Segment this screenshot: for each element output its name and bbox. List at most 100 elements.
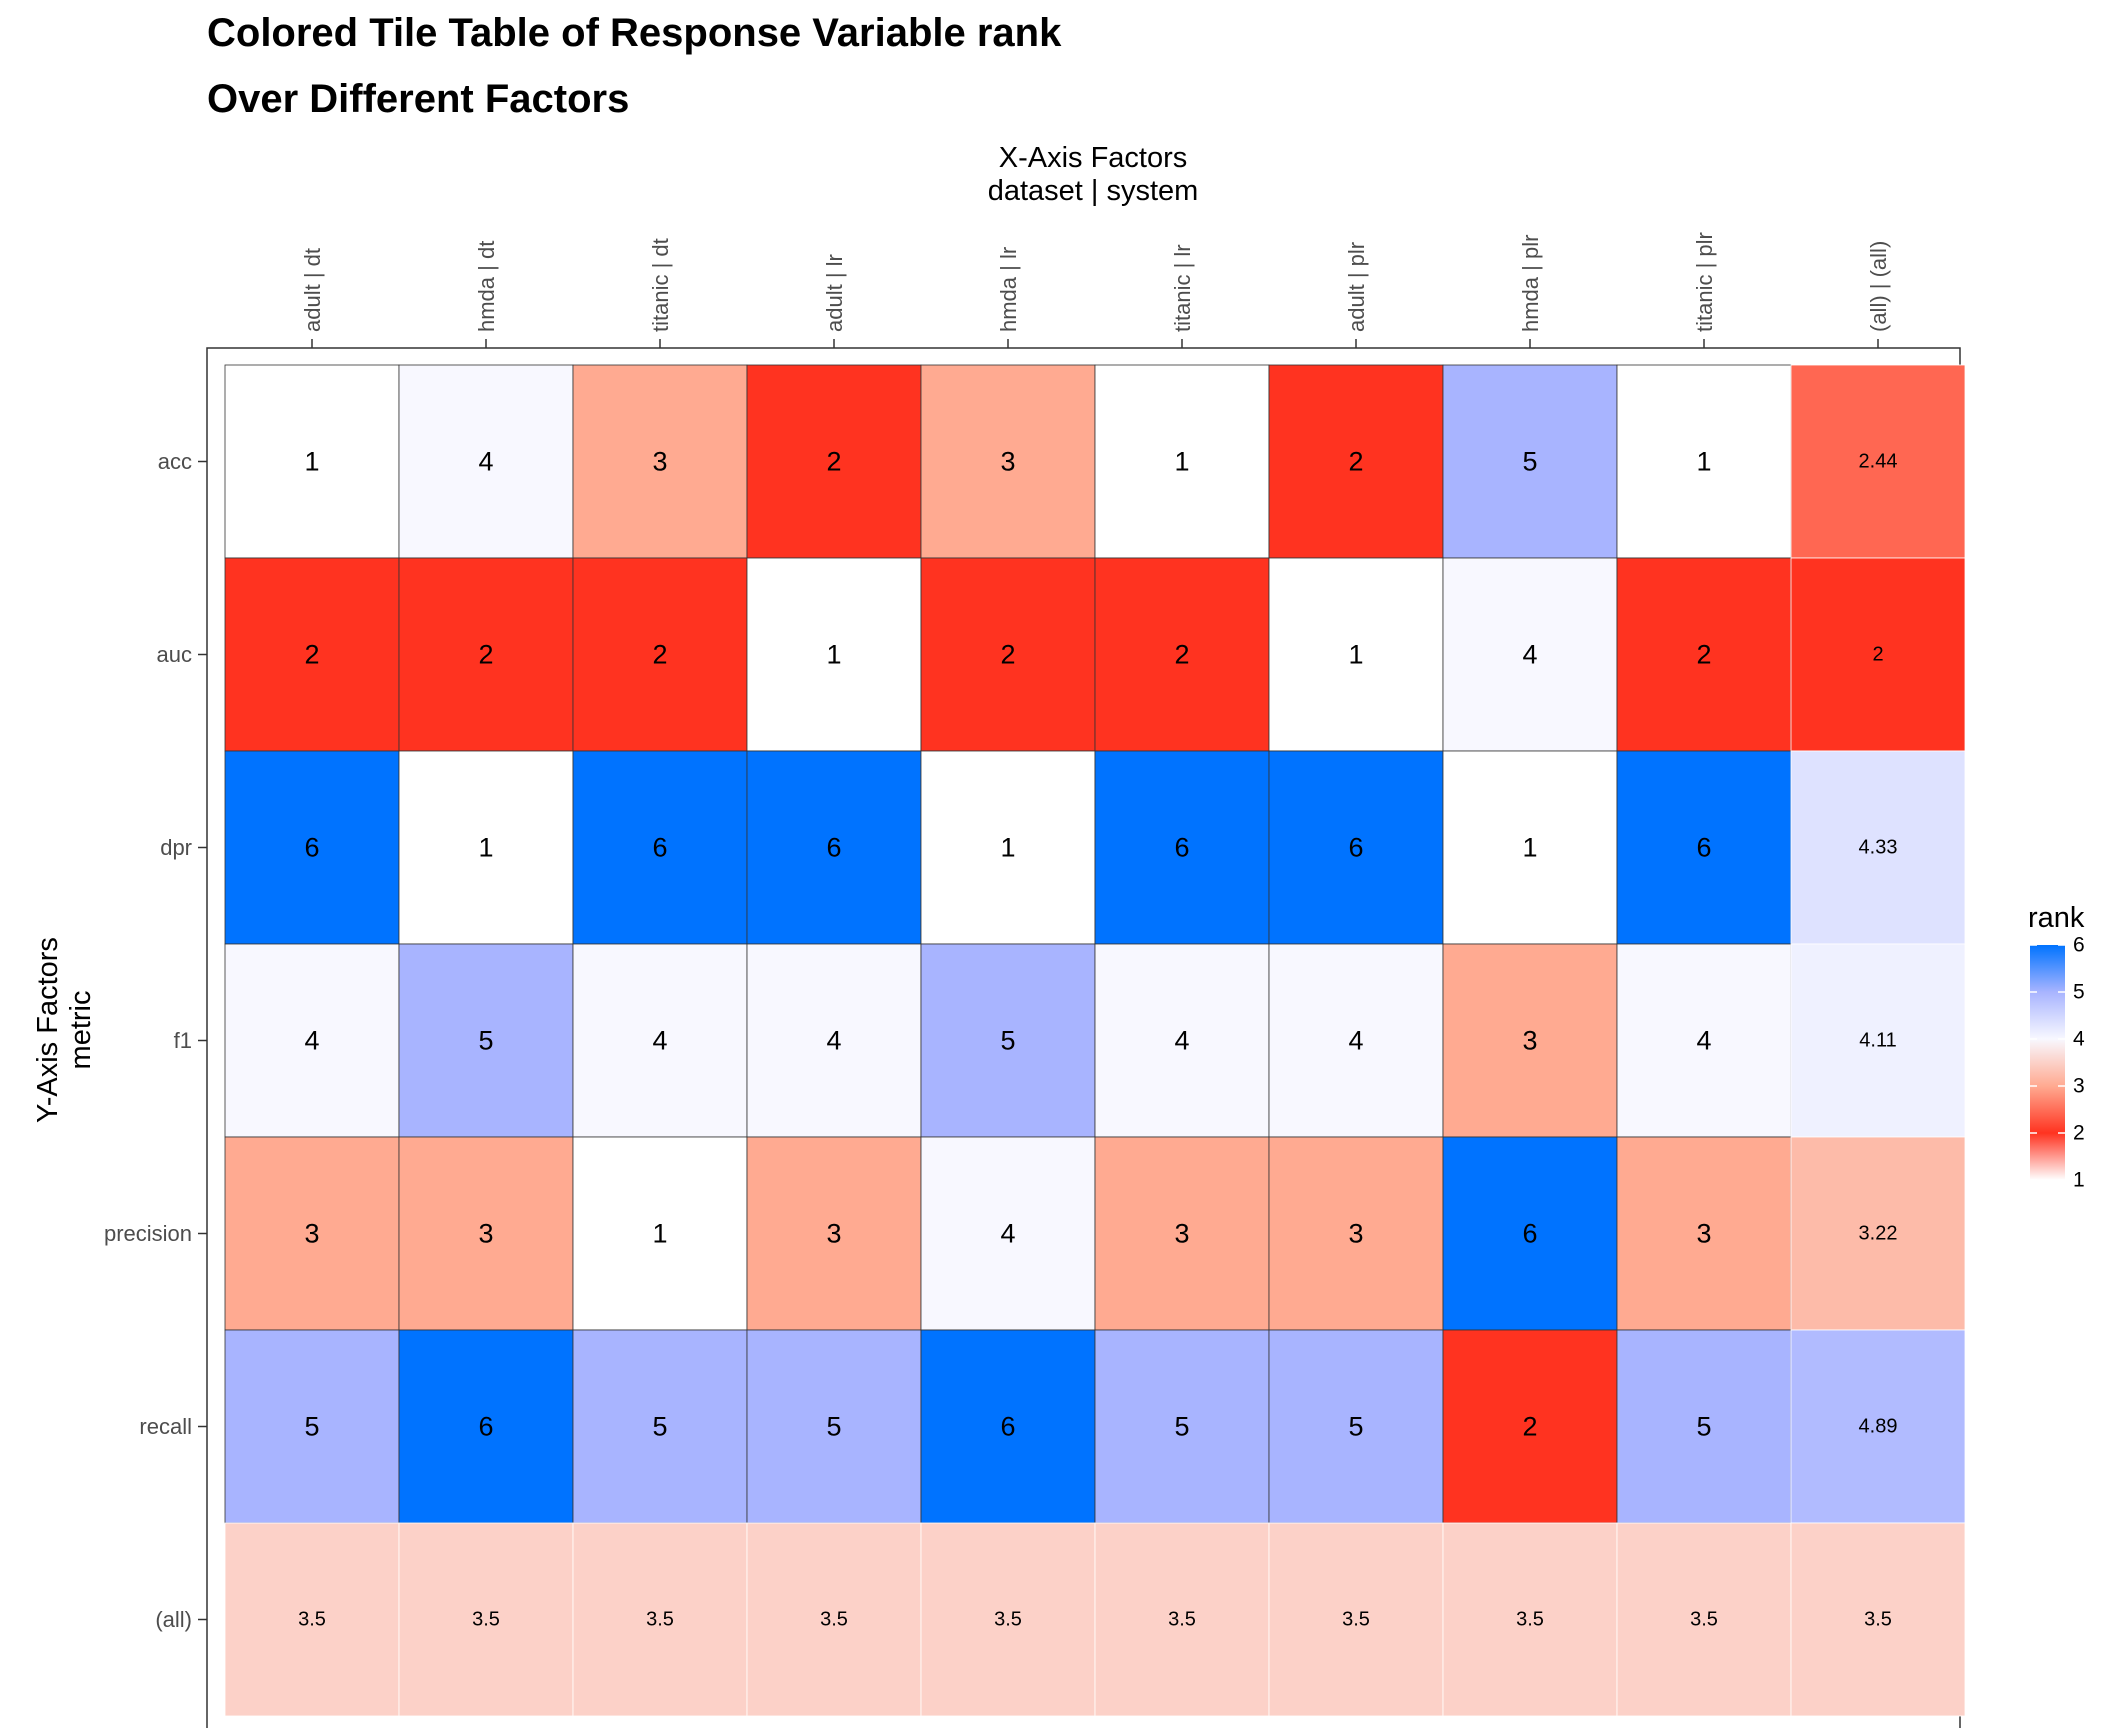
tile-label-1-1: 2 [478,640,493,670]
tile-label-0-0: 1 [304,447,319,477]
tile-label-1-6: 1 [1348,640,1363,670]
x-tick-label: hmda | lr [996,247,1021,332]
tile-label-0-1: 4 [478,447,493,477]
tile-label-6-1: 3.5 [472,1609,500,1631]
tile-4-7 [1442,1136,1618,1331]
x-tick-label: adult | lr [822,254,847,332]
tile-label-5-6: 5 [1348,1412,1363,1442]
tile-label-6-8: 3.5 [1690,1609,1718,1631]
x-axis-title-line2: dataset | system [988,175,1199,207]
tile-label-3-4: 5 [1000,1026,1015,1056]
tile-label-1-0: 2 [304,640,319,670]
tile-1-2 [572,557,748,752]
tile-label-4-1: 3 [478,1219,493,1249]
tile-label-3-8: 4 [1696,1026,1711,1056]
tile-label-2-6: 6 [1348,833,1363,863]
tile-0-6 [1268,364,1444,559]
chart-title-line1: Colored Tile Table of Response Variable … [207,11,1062,55]
y-tick-label: f1 [174,1028,192,1053]
tile-label-3-3: 4 [826,1026,841,1056]
tile-label-0-3: 2 [826,447,841,477]
x-tick-label: hmda | plr [1518,235,1543,332]
legend-tick-label: 6 [2073,934,2085,957]
legend-ticks-layer: 6 5 4 3 2 1 [2030,934,2085,1192]
tile-label-5-5: 5 [1174,1412,1189,1442]
tile-1-7 [1442,557,1618,752]
tile-6-0 [224,1522,400,1717]
tile-1-4 [920,557,1096,752]
tile-5-9 [1790,1329,1966,1524]
y-tick-label: auc [157,642,192,667]
y-axis-title-line2: metric [65,991,97,1070]
tile-label-6-3: 3.5 [820,1609,848,1631]
tile-0-1 [398,364,574,559]
tile-label-2-8: 6 [1696,833,1711,863]
tile-6-5 [1094,1522,1270,1717]
tile-label-6-4: 3.5 [994,1609,1022,1631]
x-tick-label: titanic | lr [1170,244,1195,332]
tile-label-1-2: 2 [652,640,667,670]
tile-label-0-8: 1 [1696,447,1711,477]
tile-0-3 [746,364,922,559]
tile-label-4-9: 3.22 [1859,1223,1898,1245]
tile-6-3 [746,1522,922,1717]
tile-0-7 [1442,364,1618,559]
tile-label-6-6: 3.5 [1342,1609,1370,1631]
tile-label-3-9: 4.11 [1859,1030,1896,1052]
tile-label-6-2: 3.5 [646,1609,674,1631]
tile-label-4-5: 3 [1174,1219,1189,1249]
tile-label-1-7: 4 [1522,640,1537,670]
tile-label-3-7: 3 [1522,1026,1537,1056]
tile-2-4 [920,750,1096,945]
tile-3-0 [224,943,400,1138]
tile-3-2 [572,943,748,1138]
y-tick-label: precision [104,1221,192,1246]
tile-label-6-9: 3.5 [1864,1609,1892,1631]
legend-tick-label: 1 [2073,1169,2085,1192]
tile-5-4 [920,1329,1096,1524]
tile-label-3-2: 4 [652,1026,667,1056]
tile-label-1-3: 1 [826,640,841,670]
y-tick-label: acc [158,449,192,474]
legend-tick-label: 3 [2073,1075,2085,1098]
tile-2-6 [1268,750,1444,945]
x-tick-label: adult | dt [300,248,325,332]
tile-5-5 [1094,1329,1270,1524]
tile-label-0-2: 3 [652,447,667,477]
tile-label-4-3: 3 [826,1219,841,1249]
tile-2-2 [572,750,748,945]
tile-4-2 [572,1136,748,1331]
tile-1-1 [398,557,574,752]
tile-1-3 [746,557,922,752]
tile-label-5-7: 2 [1522,1412,1537,1442]
legend-colorbar [2030,945,2065,1180]
x-axis-title-line1: X-Axis Factors [999,142,1188,174]
tile-5-0 [224,1329,400,1524]
tile-3-9 [1790,943,1966,1138]
tile-label-2-9: 4.33 [1859,837,1898,859]
tile-label-4-0: 3 [304,1219,319,1249]
tile-4-9 [1790,1136,1966,1331]
x-tick-label: titanic | plr [1692,232,1717,332]
tile-3-1 [398,943,574,1138]
tile-label-4-6: 3 [1348,1219,1363,1249]
tile-label-6-5: 3.5 [1168,1609,1196,1631]
tile-label-2-2: 6 [652,833,667,863]
tile-label-2-1: 1 [478,833,493,863]
tile-label-0-5: 1 [1174,447,1189,477]
tile-label-4-8: 3 [1696,1219,1711,1249]
tile-label-2-4: 1 [1000,833,1015,863]
tile-label-3-1: 5 [478,1026,493,1056]
tile-label-5-3: 5 [826,1412,841,1442]
legend-tick-label: 4 [2073,1028,2085,1051]
tile-6-7 [1442,1522,1618,1717]
tile-6-2 [572,1522,748,1717]
tile-2-5 [1094,750,1270,945]
tile-label-5-2: 5 [652,1412,667,1442]
tile-2-3 [746,750,922,945]
tile-label-1-9: 2 [1872,644,1883,666]
tile-6-8 [1616,1522,1792,1717]
y-tick-label: (all) [155,1607,192,1632]
tile-label-4-7: 6 [1522,1219,1537,1249]
